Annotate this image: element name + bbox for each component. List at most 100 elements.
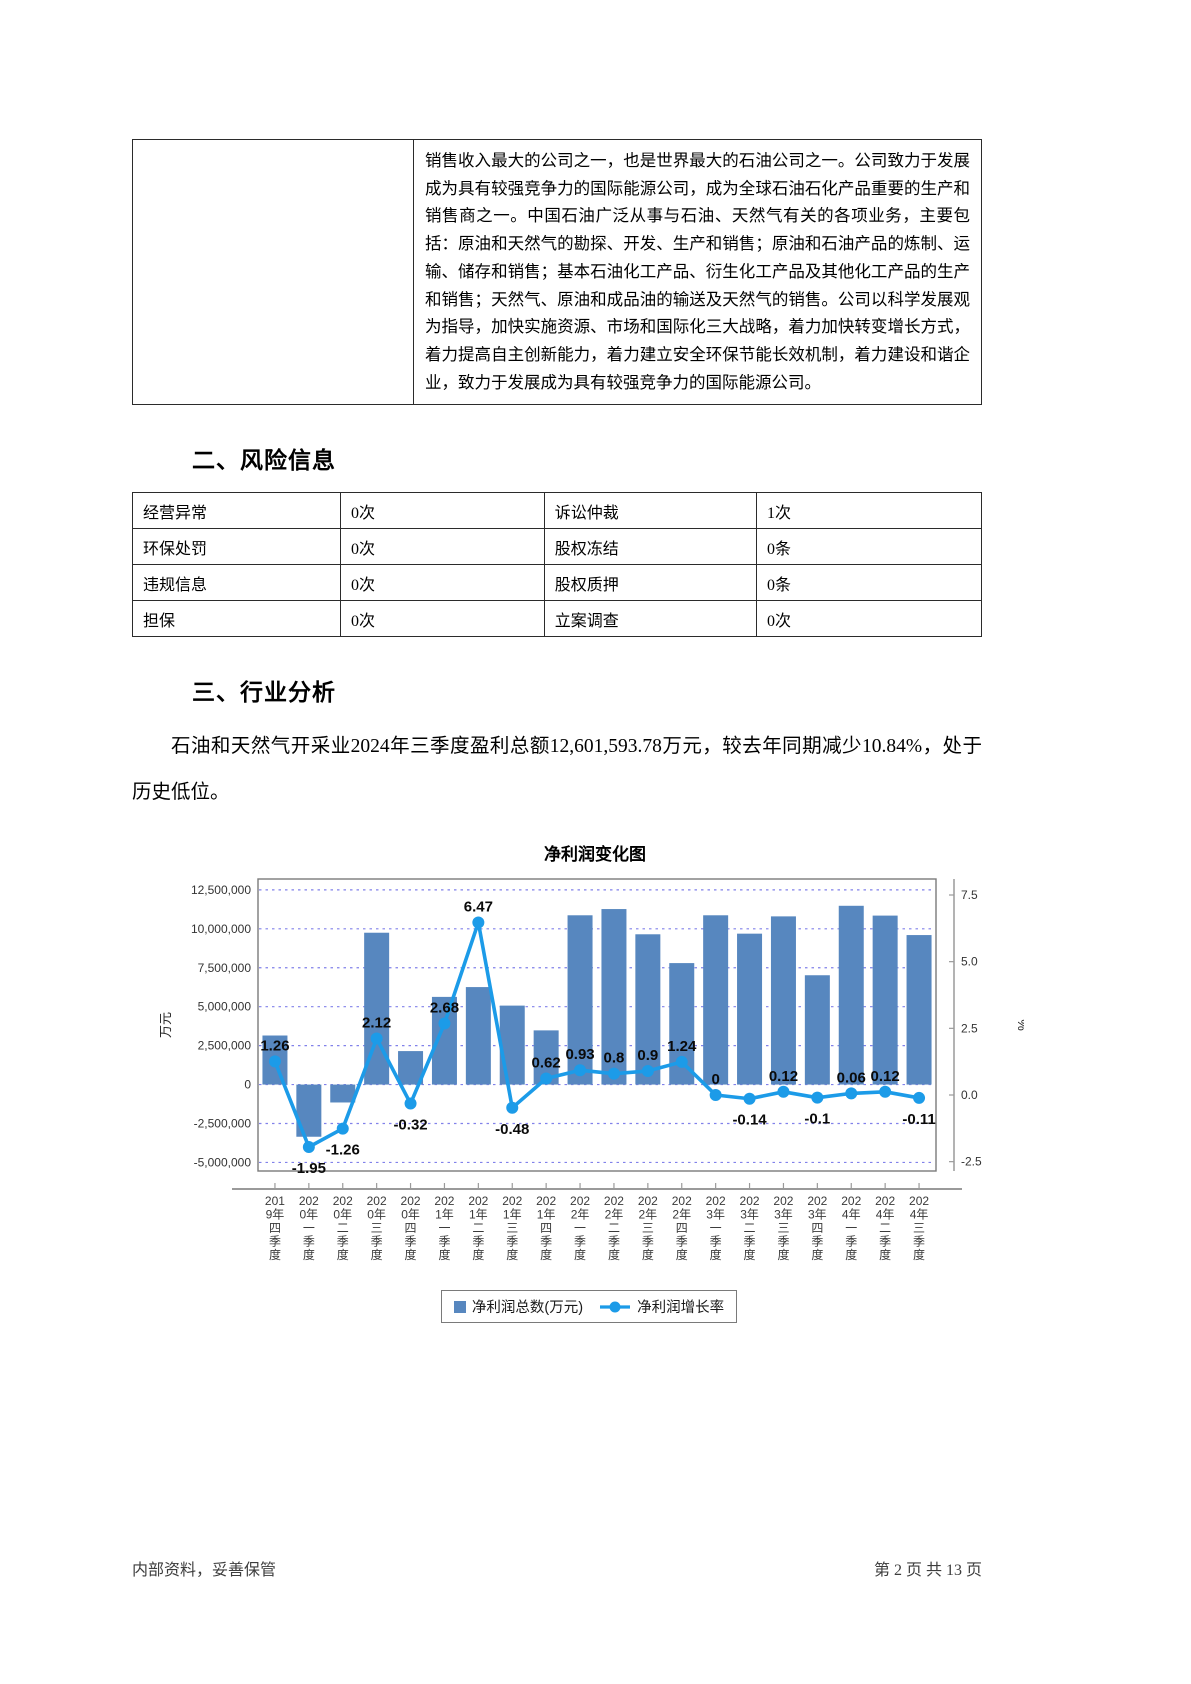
svg-text:季: 季 [811, 1235, 823, 1249]
svg-text:度: 度 [608, 1247, 620, 1262]
svg-text:季: 季 [405, 1235, 417, 1249]
svg-text:2.12: 2.12 [362, 1015, 391, 1032]
footer-confidential-note: 内部资料，妥善保管 [132, 1562, 277, 1579]
svg-text:季: 季 [303, 1235, 315, 1249]
svg-text:度: 度 [574, 1247, 586, 1262]
svg-text:3年: 3年 [774, 1208, 793, 1222]
svg-text:度: 度 [472, 1247, 484, 1262]
svg-text:季: 季 [506, 1235, 518, 1249]
svg-text:四: 四 [676, 1221, 688, 1235]
risk-label: 违规信息 [132, 564, 341, 602]
svg-text:5,000,000: 5,000,000 [198, 1000, 252, 1014]
svg-text:-2,500,000: -2,500,000 [194, 1117, 252, 1131]
svg-text:0: 0 [711, 1071, 719, 1088]
table-row: 担保 0次 立案调查 0次 [132, 600, 982, 638]
svg-text:4年: 4年 [876, 1208, 895, 1222]
svg-text:季: 季 [574, 1235, 586, 1249]
svg-text:202: 202 [333, 1194, 353, 1208]
net-profit-chart: 净利润变化图 12,500,000 10,000,000 7,500,000 5,00… [154, 840, 1030, 1324]
svg-text:三: 三 [371, 1221, 383, 1235]
svg-text:202: 202 [401, 1194, 421, 1208]
svg-text:4年: 4年 [842, 1208, 861, 1222]
table-row: 销售收入最大的公司之一，也是世界最大的石油公司之一。公司致力于发展成为具有较强竞… [132, 138, 982, 406]
risk-label: 担保 [132, 600, 341, 638]
risk-label: 股权质押 [543, 564, 758, 602]
svg-text:季: 季 [371, 1235, 383, 1249]
svg-text:季: 季 [845, 1235, 857, 1249]
svg-text:度: 度 [710, 1247, 722, 1262]
svg-text:0.9: 0.9 [637, 1047, 658, 1064]
svg-text:0: 0 [244, 1078, 251, 1092]
svg-text:3年: 3年 [706, 1208, 725, 1222]
svg-text:度: 度 [744, 1247, 756, 1262]
svg-text:度: 度 [405, 1247, 417, 1262]
svg-text:度: 度 [371, 1247, 383, 1262]
svg-text:季: 季 [879, 1235, 891, 1249]
svg-text:度: 度 [540, 1247, 552, 1262]
svg-text:0.62: 0.62 [532, 1055, 561, 1072]
svg-text:0.12: 0.12 [769, 1068, 798, 1085]
svg-text:202: 202 [875, 1194, 895, 1208]
risk-value: 0次 [340, 564, 545, 602]
svg-text:四: 四 [540, 1221, 552, 1235]
net-profit-chart-canvas: 12,500,000 10,000,000 7,500,000 5,000,000 2,… [158, 878, 1030, 1262]
svg-text:1.24: 1.24 [667, 1038, 697, 1055]
svg-text:202: 202 [706, 1194, 726, 1208]
svg-text:二: 二 [608, 1221, 620, 1235]
svg-text:9年: 9年 [266, 1208, 285, 1222]
svg-text:0年: 0年 [401, 1208, 420, 1222]
svg-text:202: 202 [604, 1194, 624, 1208]
svg-text:三: 三 [506, 1221, 518, 1235]
svg-text:202: 202 [773, 1194, 793, 1208]
legend-item-net-profit: 净利润总数(万元) [453, 1296, 583, 1317]
svg-text:4年: 4年 [910, 1208, 929, 1222]
svg-text:0.0: 0.0 [961, 1088, 978, 1102]
svg-text:2年: 2年 [571, 1208, 590, 1222]
svg-text:0.8: 0.8 [604, 1050, 625, 1067]
svg-text:度: 度 [269, 1247, 281, 1262]
svg-text:7.5: 7.5 [961, 888, 978, 902]
page-footer: 内部资料，妥善保管 第 2 页 共 13 页 [132, 1556, 982, 1580]
svg-text:0.06: 0.06 [837, 1070, 866, 1087]
svg-text:2.68: 2.68 [430, 1000, 459, 1017]
svg-text:一: 一 [574, 1221, 586, 1235]
svg-text:3年: 3年 [740, 1208, 759, 1222]
svg-text:0年: 0年 [300, 1208, 319, 1222]
svg-text:四: 四 [405, 1221, 417, 1235]
line-series-marker-icon [600, 1301, 631, 1313]
svg-text:202: 202 [434, 1194, 454, 1208]
svg-text:-0.11: -0.11 [902, 1111, 935, 1128]
svg-text:0.93: 0.93 [565, 1047, 594, 1064]
svg-text:二: 二 [472, 1221, 484, 1235]
svg-text:三: 三 [777, 1221, 789, 1235]
svg-text:10,000,000: 10,000,000 [191, 922, 251, 936]
svg-text:202: 202 [468, 1194, 488, 1208]
svg-text:季: 季 [676, 1235, 688, 1249]
legend-item-growth-rate: 净利润增长率 [599, 1296, 724, 1317]
risk-section-heading: 二、风险信息 [192, 447, 336, 474]
svg-text:202: 202 [638, 1194, 658, 1208]
svg-text:季: 季 [608, 1235, 620, 1249]
svg-text:%: % [1015, 1020, 1024, 1032]
svg-text:202: 202 [536, 1194, 556, 1208]
svg-text:5.0: 5.0 [961, 955, 978, 969]
svg-text:12,500,000: 12,500,000 [191, 883, 251, 897]
risk-value: 0次 [340, 600, 545, 638]
bar-series-swatch-icon [453, 1300, 466, 1313]
svg-text:6.47: 6.47 [464, 899, 493, 916]
svg-text:202: 202 [841, 1194, 861, 1208]
risk-label: 股权冻结 [543, 528, 758, 566]
page-content: 销售收入最大的公司之一，也是世界最大的石油公司之一。公司致力于发展成为具有较强竞… [132, 0, 1030, 1324]
risk-value: 0次 [756, 600, 982, 638]
svg-text:季: 季 [744, 1235, 756, 1249]
profile-label-cell [132, 138, 414, 406]
footer-page-number: 第 2 页 共 13 页 [873, 1562, 982, 1579]
svg-text:二: 二 [744, 1221, 756, 1235]
svg-text:202: 202 [367, 1194, 387, 1208]
svg-text:季: 季 [269, 1235, 281, 1249]
profile-description-cell: 销售收入最大的公司之一，也是世界最大的石油公司之一。公司致力于发展成为具有较强竞… [413, 138, 982, 406]
svg-text:-0.14: -0.14 [732, 1112, 767, 1129]
svg-text:2.5: 2.5 [961, 1022, 978, 1036]
svg-text:二: 二 [337, 1221, 349, 1235]
